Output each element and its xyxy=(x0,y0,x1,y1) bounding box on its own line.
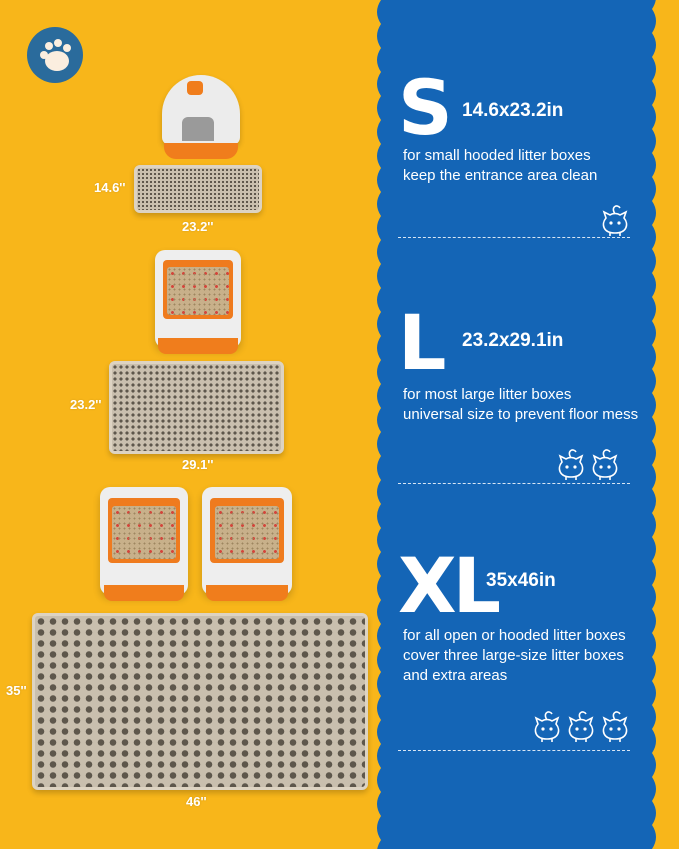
desc-line: and extra areas xyxy=(403,667,508,684)
divider xyxy=(398,237,630,238)
mat-small xyxy=(134,165,262,213)
desc-line: cover three large-size litter boxes xyxy=(403,647,624,664)
litter-box xyxy=(100,487,188,601)
desc-line: for small hooded litter boxes xyxy=(403,147,591,164)
cat-icon xyxy=(602,711,628,742)
paw-logo xyxy=(27,27,83,83)
divider xyxy=(398,750,630,751)
cat-icon xyxy=(568,711,594,742)
hooded-litter-box xyxy=(162,75,240,163)
desc-line: keep the entrance area clean xyxy=(403,167,598,184)
cat-icon xyxy=(602,205,628,236)
size-letter-l: L xyxy=(398,298,447,387)
size-l-dims: 23.2x29.1in xyxy=(462,330,564,351)
xl-width-label: 46'' xyxy=(186,794,207,809)
cat-icons xyxy=(532,708,630,744)
divider xyxy=(398,483,630,484)
small-height-label: 14.6'' xyxy=(94,180,126,195)
litter-box xyxy=(155,250,241,354)
large-height-label: 23.2'' xyxy=(70,397,102,412)
mat-xl xyxy=(32,613,368,790)
size-xl-desc: for all open or hooded litter boxes cove… xyxy=(403,626,626,686)
size-letter-xl: XL xyxy=(398,541,501,630)
cat-icon xyxy=(558,449,584,480)
size-xl-dims: 35x46in xyxy=(486,570,556,591)
cat-icons xyxy=(600,202,630,238)
cat-icon xyxy=(534,711,560,742)
desc-line: for most large litter boxes xyxy=(403,386,572,403)
size-letter-s: S xyxy=(398,63,453,152)
litter-box xyxy=(202,487,292,601)
desc-line: for all open or hooded litter boxes xyxy=(403,627,626,644)
desc-line: universal size to prevent floor mess xyxy=(403,406,639,423)
small-width-label: 23.2'' xyxy=(182,219,214,234)
mat-large xyxy=(109,361,284,454)
cat-icon xyxy=(592,449,618,480)
xl-height-label: 35'' xyxy=(6,683,27,698)
large-width-label: 29.1'' xyxy=(182,457,214,472)
size-s-dims: 14.6x23.2in xyxy=(462,100,564,121)
cat-icons xyxy=(556,446,620,482)
paw-icon xyxy=(40,39,71,71)
size-s-desc: for small hooded litter boxes keep the e… xyxy=(403,146,597,186)
size-l-desc: for most large litter boxes universal si… xyxy=(403,385,638,425)
